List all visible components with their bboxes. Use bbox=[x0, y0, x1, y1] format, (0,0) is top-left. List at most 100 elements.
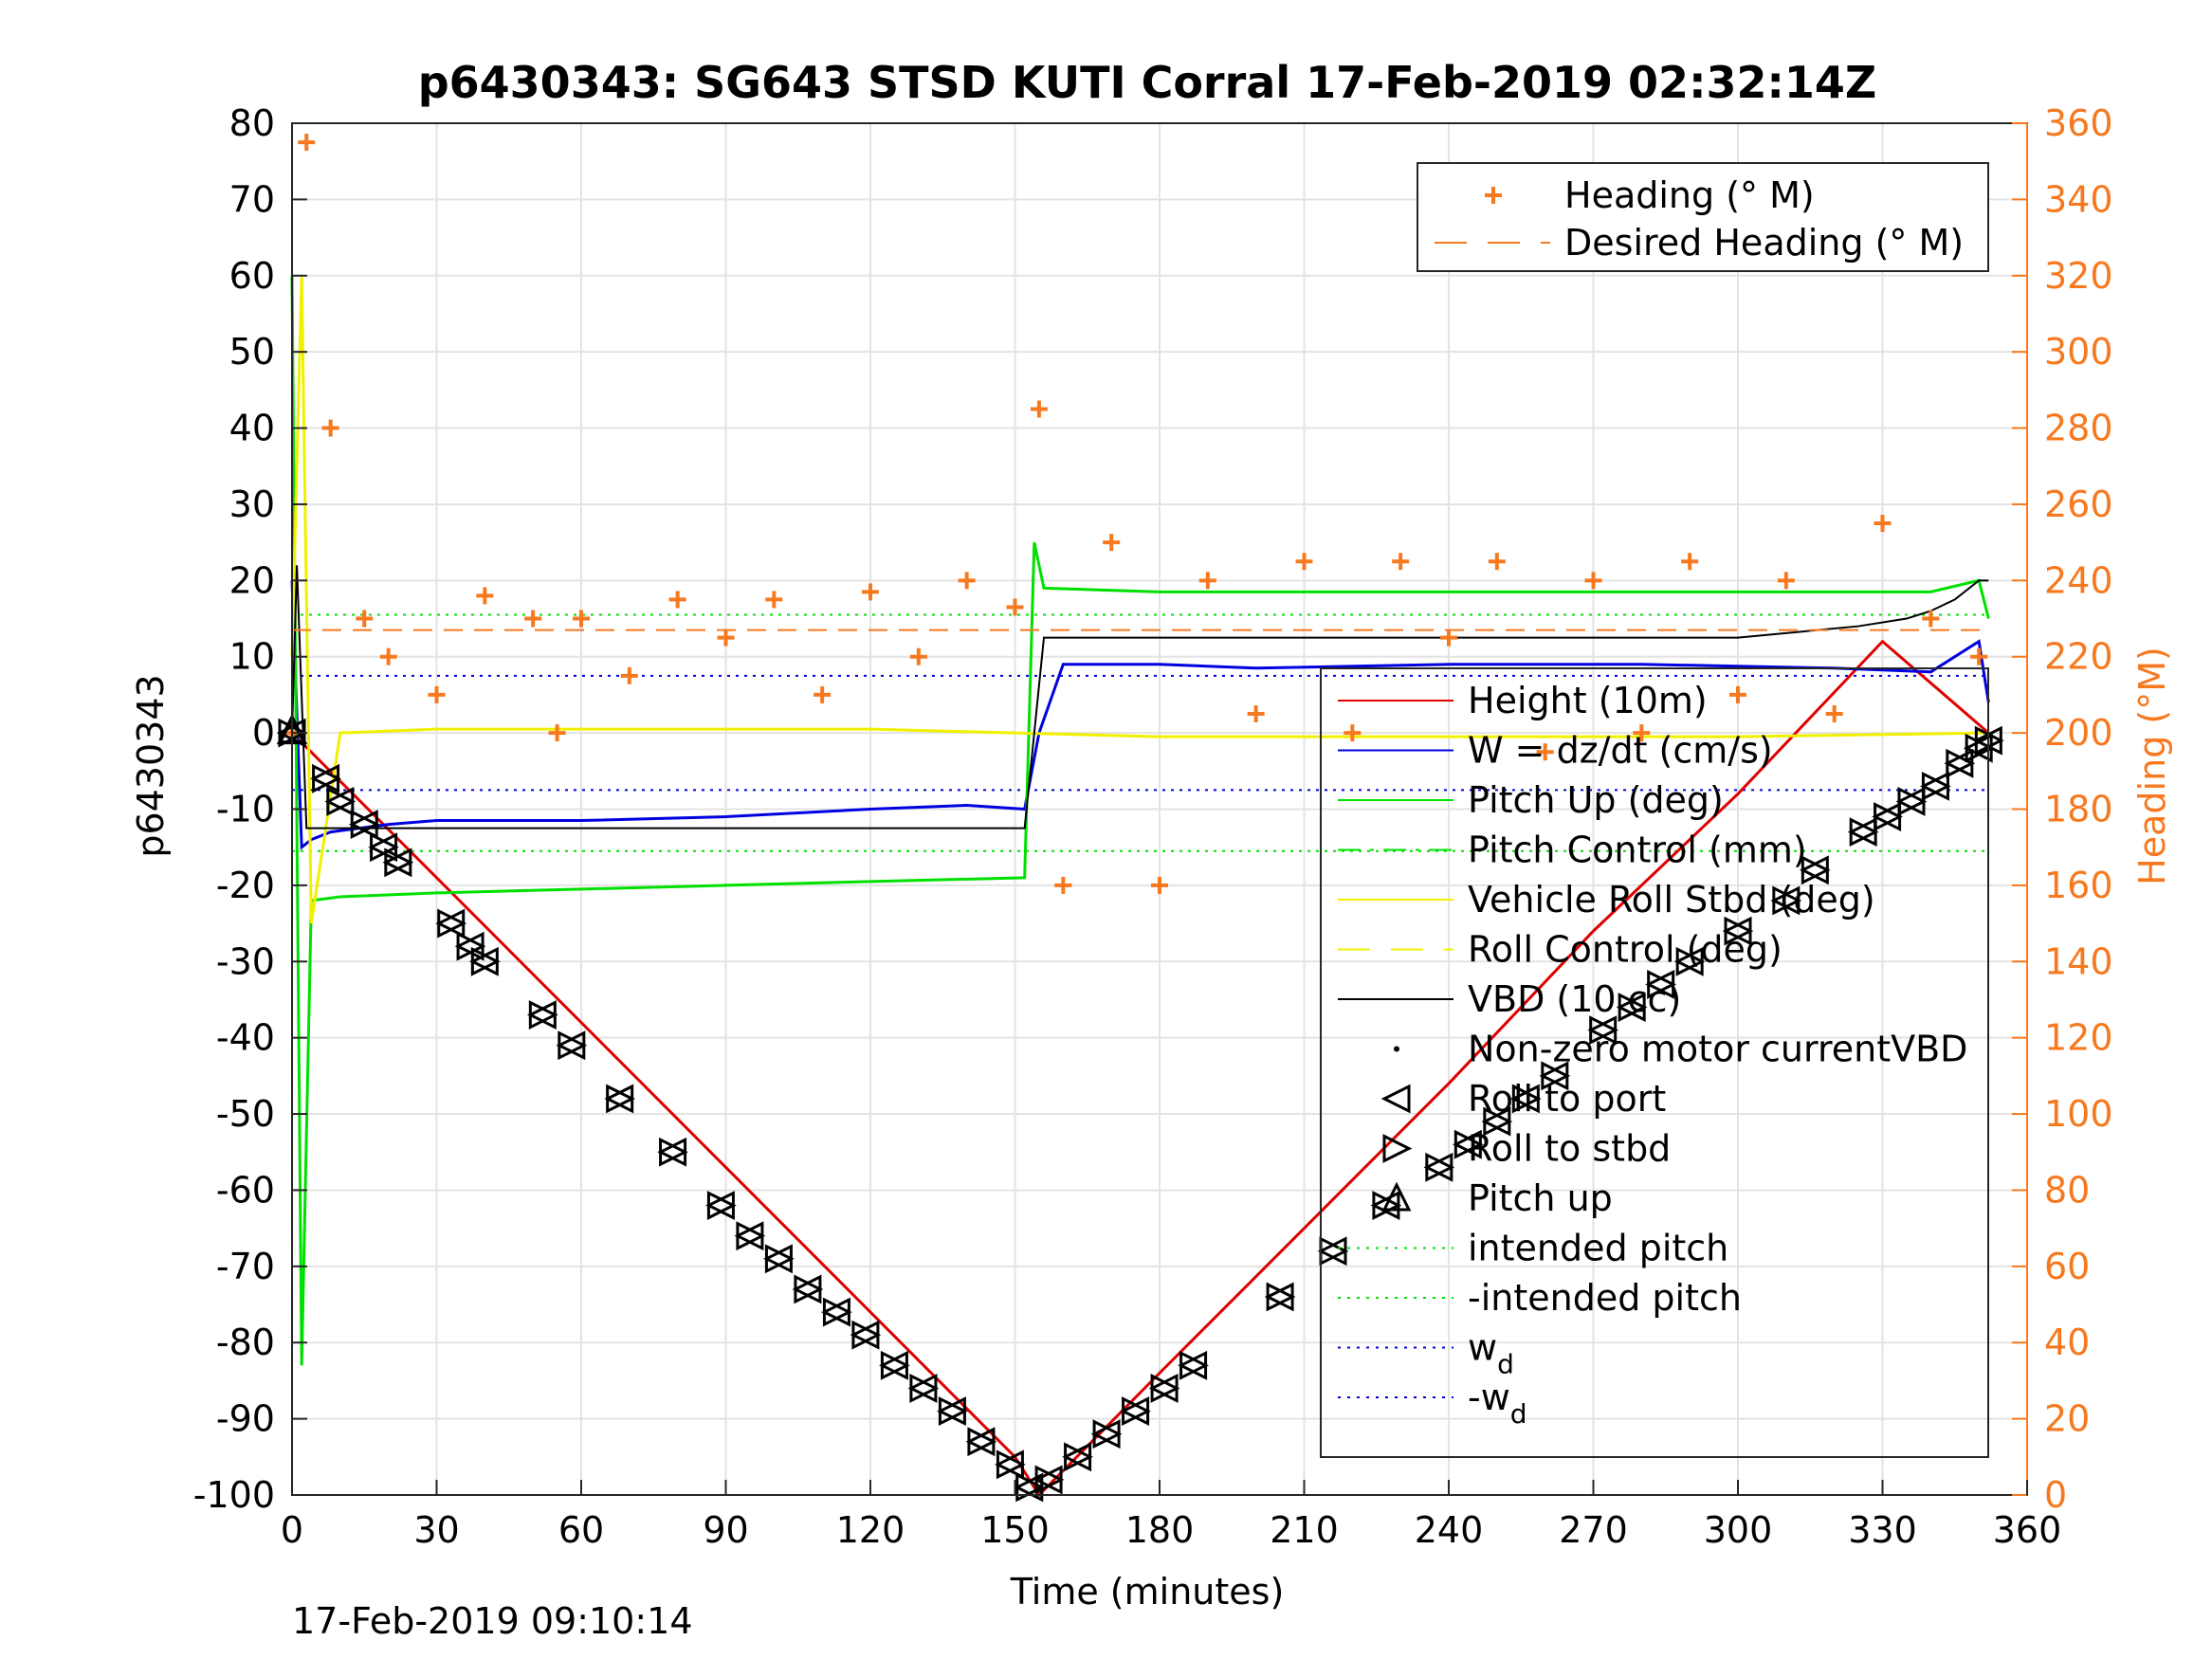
heading-point bbox=[321, 419, 339, 437]
legend-box bbox=[1320, 667, 1989, 1458]
x-tick-label: 120 bbox=[836, 1509, 905, 1551]
roll-marker bbox=[705, 1191, 737, 1220]
legend-entry-label: Pitch up bbox=[1468, 1177, 1613, 1219]
legend-entry-label: Non-zero motor currentVBD bbox=[1468, 1029, 1967, 1070]
y-tick-label-left: -40 bbox=[216, 1017, 275, 1059]
series-line-pitch bbox=[290, 275, 1990, 1366]
roll-marker bbox=[382, 848, 414, 878]
y-tick-label-right: 0 bbox=[2044, 1474, 2067, 1516]
legend-entry-label: Pitch Up (deg) bbox=[1468, 779, 1724, 821]
heading-point bbox=[1729, 685, 1746, 703]
heading-point bbox=[524, 610, 542, 628]
roll-marker bbox=[792, 1274, 824, 1304]
roll-marker bbox=[1014, 1472, 1046, 1503]
heading-point bbox=[356, 610, 374, 628]
y-tick-label-right: 220 bbox=[2044, 636, 2113, 678]
legend-entry-label: Vehicle Roll Stbd (deg) bbox=[1468, 879, 1875, 921]
y-tick-label-left: -20 bbox=[216, 865, 275, 906]
roll-marker bbox=[1370, 1191, 1402, 1220]
roll-marker bbox=[324, 787, 356, 816]
heading-point bbox=[476, 587, 494, 605]
roll-marker bbox=[1799, 855, 1831, 885]
heading-point bbox=[573, 610, 590, 628]
legend-entry-label: W = dz/dt (cm/s) bbox=[1468, 730, 1773, 772]
roll-marker bbox=[1722, 916, 1754, 946]
roll-marker bbox=[1264, 1282, 1296, 1312]
heading-point bbox=[1922, 610, 1940, 628]
y-tick-label-right: 300 bbox=[2044, 331, 2113, 373]
heading-point bbox=[814, 685, 832, 703]
y-tick-label-left: 50 bbox=[229, 331, 275, 373]
roll-marker bbox=[1090, 1419, 1123, 1449]
x-tick-label: 300 bbox=[1704, 1509, 1773, 1551]
heading-point bbox=[1681, 553, 1699, 571]
heading-point bbox=[1633, 724, 1651, 742]
heading-point bbox=[717, 629, 735, 647]
heading-point bbox=[1198, 572, 1216, 590]
y-tick-label-right: 40 bbox=[2044, 1322, 2090, 1363]
legend-entry-label: Pitch Control (mm) bbox=[1468, 830, 1807, 871]
legend-entry-label: Roll to port bbox=[1468, 1078, 1666, 1120]
roll-marker bbox=[1509, 1084, 1542, 1114]
heading-point bbox=[428, 685, 446, 703]
heading-point bbox=[1392, 553, 1410, 571]
series-line-w bbox=[290, 580, 1990, 850]
heading-point bbox=[1536, 743, 1554, 761]
roll-marker bbox=[1120, 1396, 1151, 1426]
roll-marker bbox=[454, 931, 486, 961]
roll-marker bbox=[821, 1297, 852, 1327]
roll-marker bbox=[1920, 771, 1951, 801]
roll-marker bbox=[850, 1320, 882, 1350]
legend-marker-triangle bbox=[1380, 1084, 1411, 1114]
heading-point bbox=[1825, 705, 1843, 723]
legend-entry-label: Desired Heading (° M) bbox=[1564, 222, 1964, 264]
y-tick-label-left: 40 bbox=[229, 408, 275, 449]
heading-point bbox=[1488, 553, 1506, 571]
y-tick-label-left: -10 bbox=[216, 789, 275, 830]
roll-marker bbox=[965, 1427, 997, 1457]
legend-marker-dot bbox=[1394, 1046, 1399, 1052]
heading-point bbox=[1344, 724, 1362, 742]
roll-marker bbox=[1895, 787, 1928, 816]
roll-marker bbox=[1539, 1061, 1571, 1091]
x-tick-label: 30 bbox=[413, 1509, 459, 1551]
y-tick-label-left: -100 bbox=[193, 1474, 275, 1516]
x-tick-label: 330 bbox=[1848, 1509, 1917, 1551]
x-tick-label: 210 bbox=[1270, 1509, 1339, 1551]
heading-point bbox=[958, 572, 976, 590]
heading-point bbox=[862, 583, 879, 601]
y-tick-label-left: -30 bbox=[216, 940, 275, 982]
roll-marker bbox=[1033, 1465, 1065, 1495]
roll-marker bbox=[937, 1396, 968, 1426]
y-tick-label-right: 340 bbox=[2044, 178, 2113, 220]
legend-entry-label: Roll to stbd bbox=[1468, 1128, 1671, 1170]
heading-point bbox=[1970, 647, 1988, 665]
heading-point bbox=[1777, 572, 1795, 590]
roll-marker bbox=[1944, 748, 1976, 778]
roll-marker bbox=[1645, 969, 1677, 999]
heading-point bbox=[668, 591, 686, 609]
y-tick-label-left: 70 bbox=[229, 178, 275, 220]
heading-point bbox=[1440, 629, 1457, 647]
heading-point bbox=[1006, 598, 1024, 616]
heading-point bbox=[1151, 876, 1168, 894]
y-tick-label-left: -90 bbox=[216, 1398, 275, 1440]
y-tick-label-right: 180 bbox=[2044, 789, 2113, 830]
y-tick-label-left: 60 bbox=[229, 255, 275, 297]
roll-marker bbox=[604, 1084, 636, 1114]
footer-timestamp: 17-Feb-2019 09:10:14 bbox=[292, 1600, 693, 1642]
x-tick-label: 360 bbox=[1993, 1509, 2062, 1551]
x-tick-label: 90 bbox=[703, 1509, 748, 1551]
roll-marker bbox=[657, 1137, 688, 1167]
roll-marker bbox=[348, 810, 380, 840]
roll-marker bbox=[368, 832, 399, 863]
x-tick-label: 270 bbox=[1559, 1509, 1628, 1551]
y-tick-label-right: 260 bbox=[2044, 483, 2113, 525]
heading-point bbox=[548, 724, 566, 742]
roll-marker bbox=[1770, 885, 1802, 916]
roll-marker bbox=[907, 1374, 940, 1403]
roll-marker bbox=[1847, 817, 1879, 848]
legend-entry-label: intended pitch bbox=[1468, 1228, 1728, 1269]
roll-marker bbox=[556, 1030, 588, 1061]
